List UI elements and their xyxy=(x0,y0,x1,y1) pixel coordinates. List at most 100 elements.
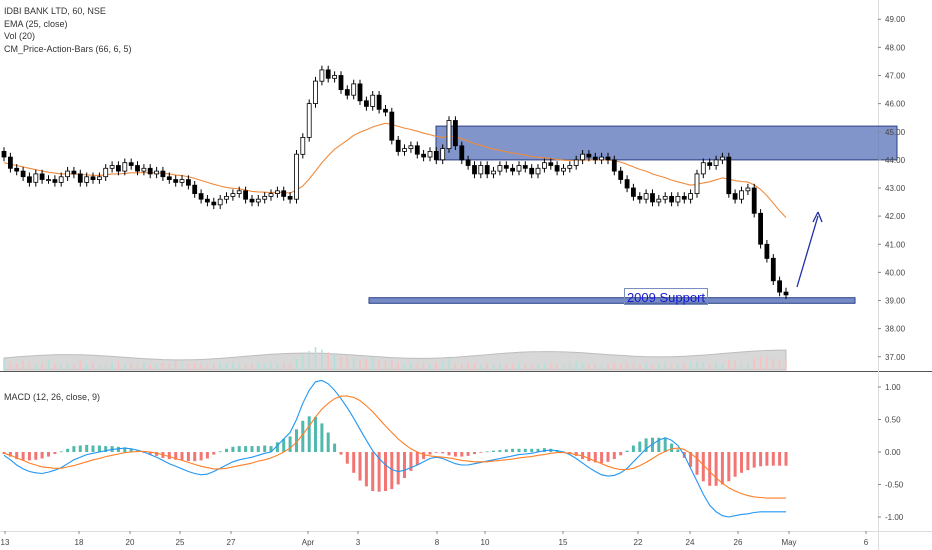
volume-bar xyxy=(251,363,253,370)
volume-bar xyxy=(670,363,673,370)
macd-histogram-bar xyxy=(21,452,25,461)
candle xyxy=(739,190,744,200)
volume-bar xyxy=(282,362,285,370)
time-tick-label: Apr xyxy=(302,538,315,547)
macd-histogram-bar xyxy=(708,452,712,486)
candle xyxy=(243,190,249,200)
macd-histogram-bar xyxy=(695,452,699,475)
candle xyxy=(720,156,725,161)
volume-bar xyxy=(480,364,482,370)
signal-line xyxy=(3,395,786,499)
candle xyxy=(198,193,204,200)
candle xyxy=(510,167,516,172)
candle xyxy=(71,170,77,175)
macd-histogram-bar xyxy=(447,452,451,456)
macd-histogram-bar xyxy=(746,452,750,471)
candle xyxy=(713,159,719,166)
volume-bar xyxy=(117,361,120,370)
volume-bar xyxy=(9,362,12,370)
time-tick-label: 26 xyxy=(734,538,743,547)
price-tick-label: 45.00 xyxy=(885,128,906,137)
macd-histogram-bar xyxy=(568,452,572,454)
volume-bar xyxy=(302,354,304,370)
macd-histogram-bar xyxy=(536,448,540,453)
volume-bar xyxy=(562,363,565,370)
volume-bar xyxy=(206,364,209,370)
candle xyxy=(103,167,109,178)
macd-histogram-bar xyxy=(403,452,406,478)
candle xyxy=(758,212,763,245)
candle xyxy=(116,165,121,172)
macd-histogram-bar xyxy=(473,452,476,454)
volume-bar xyxy=(22,361,24,370)
macd-histogram-bar xyxy=(352,452,356,473)
volume-bar xyxy=(543,362,546,370)
macd-histogram-bar xyxy=(186,452,190,462)
candle xyxy=(39,173,45,180)
candle xyxy=(694,173,700,194)
volume-bar xyxy=(569,362,571,370)
time-tick-label: May xyxy=(781,538,796,547)
macd-histogram-bar xyxy=(40,452,44,459)
macd-title[interactable]: MACD (12, 26, close, 9) xyxy=(4,392,101,402)
macd-histogram-bar xyxy=(415,452,419,465)
candle xyxy=(707,162,713,166)
candle xyxy=(624,179,630,189)
candle xyxy=(611,159,617,172)
macd-histogram-bar xyxy=(479,452,483,453)
volume-bar xyxy=(384,361,387,370)
volume-bar xyxy=(683,363,686,370)
volume-bar xyxy=(613,362,616,370)
macd-histogram-bar xyxy=(689,452,693,467)
candle xyxy=(395,139,401,152)
volume-bar xyxy=(28,362,31,370)
macd-histogram-bar xyxy=(720,452,724,485)
volume-bar xyxy=(35,363,37,370)
ema-legend[interactable]: EMA (25, close) xyxy=(4,18,68,29)
candle xyxy=(491,170,496,175)
candle xyxy=(764,243,770,259)
volume-legend[interactable]: Vol (20) xyxy=(4,31,36,41)
time-tick-label: 3 xyxy=(356,538,361,547)
macd-histogram-bar xyxy=(727,452,731,482)
volume-bar xyxy=(85,363,88,370)
support-annotation-label[interactable]: 2009 Support xyxy=(624,288,708,305)
candle xyxy=(217,198,223,206)
volume-bar xyxy=(492,364,495,370)
candle xyxy=(287,195,293,200)
candle xyxy=(669,195,674,203)
candle xyxy=(637,195,643,200)
macd-histogram-bar xyxy=(517,448,521,453)
candle xyxy=(192,184,198,194)
macd-histogram-bar xyxy=(155,452,159,456)
volume-bar xyxy=(766,357,768,370)
candle xyxy=(306,103,312,138)
candle xyxy=(185,179,191,186)
candle xyxy=(522,165,528,169)
candle xyxy=(325,69,331,79)
volume-bar xyxy=(772,358,775,370)
candle xyxy=(224,195,229,200)
macd-histogram-bar xyxy=(663,438,667,452)
macd-histogram-bar xyxy=(498,450,502,452)
candle xyxy=(631,187,636,197)
volume-bar xyxy=(435,362,438,370)
candle xyxy=(262,195,268,200)
volume-bar xyxy=(785,361,787,370)
volume-bar xyxy=(619,363,622,370)
price-tick-label: 49.00 xyxy=(885,15,906,24)
volume-bar xyxy=(403,363,406,370)
candle xyxy=(605,156,611,161)
candle xyxy=(433,150,439,161)
volume-bar xyxy=(174,361,177,370)
cm-legend[interactable]: CM_Price-Action-Bars (66, 6, 5) xyxy=(4,43,132,54)
macd-histogram-bar xyxy=(320,423,324,452)
candle xyxy=(751,187,757,214)
symbol-title[interactable]: IDBI BANK LTD, 60, NSE xyxy=(4,6,106,16)
macd-histogram-bar xyxy=(218,451,222,453)
candle xyxy=(160,170,166,178)
price-tick-label: 46.00 xyxy=(885,100,906,109)
candle xyxy=(52,179,58,183)
